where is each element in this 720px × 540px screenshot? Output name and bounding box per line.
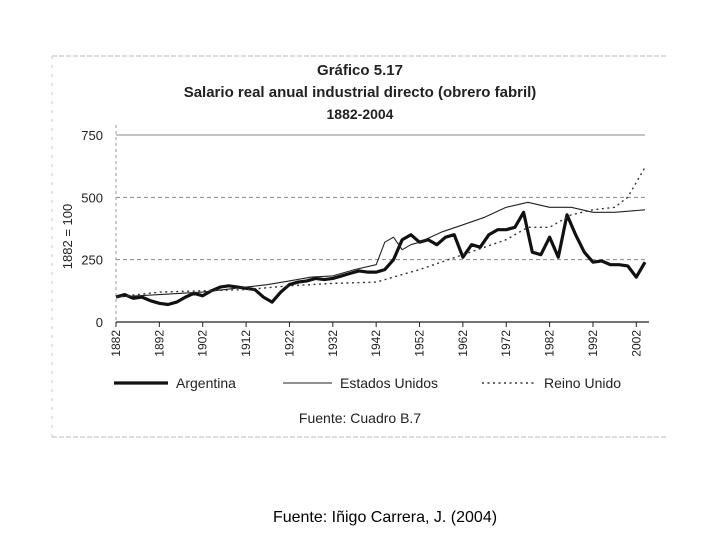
footer-caption: Fuente: Iñigo Carrera, J. (2004) — [272, 509, 498, 526]
x-tick-label-1892: 1892 — [152, 330, 166, 357]
series-line-argentina — [115, 210, 647, 307]
y-tick-label-0: 0 — [96, 315, 103, 330]
legend-label-reino-unido: Reino Unido — [544, 375, 621, 391]
x-tick-label-1912: 1912 — [239, 330, 253, 357]
series-line-reino-unido — [115, 167, 646, 298]
x-tick-label-2002: 2002 — [629, 330, 643, 357]
series-line-estados-unidos — [115, 201, 646, 298]
chart-period: 1882-2004 — [326, 106, 394, 122]
y-tick-label-250: 250 — [81, 253, 103, 268]
x-tick-label-1942: 1942 — [369, 330, 383, 357]
y-axis-label: 1882 = 100 — [60, 204, 75, 269]
x-tick-label-1932: 1932 — [326, 330, 340, 357]
chart-title: Gráfico 5.17 — [317, 62, 403, 79]
x-tick-label-1952: 1952 — [413, 330, 427, 357]
x-tick-label-1972: 1972 — [499, 330, 513, 357]
chart-source-note: Fuente: Cuadro B.7 — [298, 410, 422, 426]
chart-subtitle: Salario real anual industrial directo (o… — [183, 84, 537, 101]
x-tick-label-1962: 1962 — [456, 330, 470, 357]
x-tick-label-1882: 1882 — [109, 330, 123, 357]
x-tick-label-1922: 1922 — [282, 330, 296, 357]
x-tick-label-1992: 1992 — [586, 330, 600, 357]
legend-label-estados-unidos: Estados Unidos — [340, 375, 438, 391]
legend-label-argentina: Argentina — [176, 375, 236, 391]
x-tick-label-1982: 1982 — [543, 330, 557, 357]
x-tick-label-1902: 1902 — [196, 330, 210, 357]
y-tick-label-750: 750 — [81, 128, 103, 143]
y-tick-label-500: 500 — [81, 190, 103, 205]
